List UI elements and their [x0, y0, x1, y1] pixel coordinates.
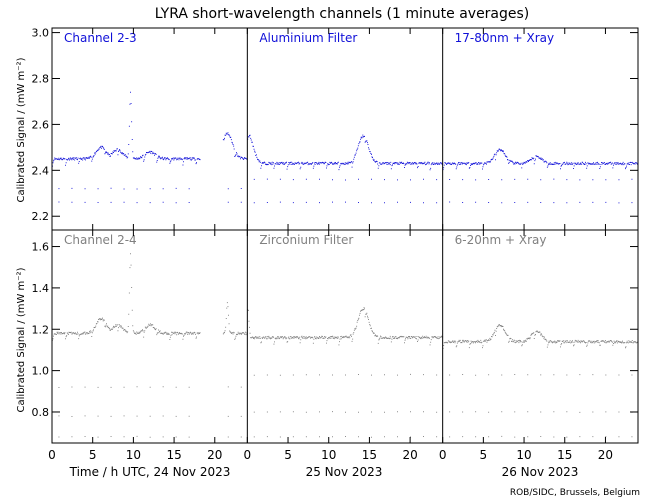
x-tick-label-0-4: 20 [207, 448, 222, 462]
x-tick-label-0-1: 5 [89, 448, 97, 462]
x-tick-label-1-2: 10 [321, 448, 336, 462]
x-tick-label-1-0: 0 [244, 448, 252, 462]
chart-title: LYRA short-wavelength channels (1 minute… [155, 6, 530, 22]
panel-label-1-2: 6-20nm + Xray [455, 233, 547, 247]
x-tick-label-2-1: 5 [480, 448, 488, 462]
panel-label-0-1: Aluminium Filter [259, 31, 357, 45]
x-axis-label-day1: Time / h UTC, 24 Nov 2023 [69, 465, 231, 479]
panel-label-1-0: Channel 2-4 [64, 233, 137, 247]
x-tick-label-1-4: 20 [402, 448, 417, 462]
y-tick-label-1-2: 1.2 [32, 323, 50, 336]
x-tick-label-2-2: 10 [516, 448, 531, 462]
y-tick-label-1-1: 1.0 [32, 365, 50, 378]
x-axis-label-day3: 26 Nov 2023 [502, 465, 579, 479]
x-tick-label-2-0: 0 [439, 448, 447, 462]
y-tick-label-0-0: 2.2 [32, 210, 50, 223]
credit-text: ROB/SIDC, Brussels, Belgium [510, 488, 640, 498]
panel-label-0-0: Channel 2-3 [64, 31, 137, 45]
y-axis-label-top: Calibrated Signal / (mW m⁻²) [16, 57, 27, 202]
y-tick-label-1-3: 1.4 [32, 282, 50, 295]
data-series-0-2 [442, 148, 639, 204]
x-tick-label-2-4: 20 [598, 448, 613, 462]
x-axis-label-day2: 25 Nov 2023 [306, 465, 383, 479]
data-series-1-2 [442, 324, 639, 438]
panel-label-1-1: Zirconium Filter [259, 233, 353, 247]
x-tick-label-2-3: 15 [557, 448, 572, 462]
plot-layer: Channel 2-3 Aluminium Filter 17-80nm + Xra… [32, 27, 639, 462]
data-series-0-1 [247, 134, 444, 204]
row-frame-0 [51, 27, 639, 231]
data-series-1-0 [52, 253, 248, 438]
x-tick-label-1-1: 5 [284, 448, 292, 462]
row-frame-1 [51, 229, 639, 444]
y-tick-label-1-4: 1.6 [32, 241, 50, 254]
data-series-1-1 [247, 307, 444, 438]
y-axis-label-bottom: Calibrated Signal / (mW m⁻²) [16, 267, 27, 412]
x-tick-label-0-3: 15 [166, 448, 181, 462]
x-tick-label-0-2: 10 [126, 448, 141, 462]
y-tick-label-1-0: 0.8 [32, 406, 50, 419]
data-series-0-0 [52, 91, 248, 204]
y-tick-label-0-4: 3.0 [32, 27, 50, 40]
y-tick-label-0-1: 2.4 [32, 164, 50, 177]
x-tick-label-0-0: 0 [48, 448, 56, 462]
y-tick-label-0-2: 2.6 [32, 118, 50, 131]
x-tick-label-1-3: 15 [362, 448, 377, 462]
panel-label-0-2: 17-80nm + Xray [455, 31, 554, 45]
y-tick-label-0-3: 2.8 [32, 73, 50, 86]
